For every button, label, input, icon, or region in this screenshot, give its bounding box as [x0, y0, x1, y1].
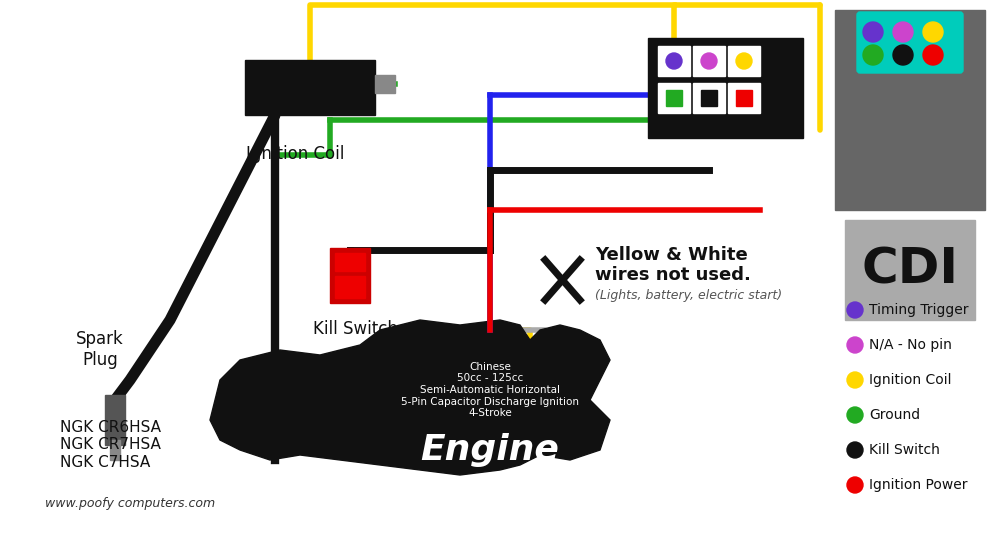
Text: Ground: Ground: [869, 408, 920, 422]
Bar: [701, 90, 717, 106]
Bar: [658, 83, 690, 113]
Bar: [245, 60, 375, 115]
Bar: [105, 395, 125, 445]
Text: Spark
Plug: Spark Plug: [76, 330, 124, 369]
Bar: [736, 90, 752, 106]
Text: Engine: Engine: [421, 433, 559, 467]
FancyBboxPatch shape: [857, 12, 963, 73]
Circle shape: [847, 337, 863, 353]
Bar: [330, 248, 370, 303]
Circle shape: [847, 442, 863, 458]
Circle shape: [847, 477, 863, 493]
Polygon shape: [210, 320, 610, 475]
Bar: [728, 83, 760, 113]
Circle shape: [847, 372, 863, 388]
Bar: [693, 46, 725, 76]
Text: Timing Trigger: Timing Trigger: [869, 303, 968, 317]
Bar: [648, 38, 803, 138]
Text: Kill Switch: Kill Switch: [869, 443, 940, 457]
Text: Kill Switch: Kill Switch: [313, 320, 397, 338]
Bar: [845, 220, 975, 320]
Bar: [693, 83, 725, 113]
Text: Ignition Coil: Ignition Coil: [246, 145, 344, 163]
Bar: [728, 46, 760, 76]
Text: www.poofy computers.com: www.poofy computers.com: [45, 497, 215, 510]
Circle shape: [701, 53, 717, 69]
Bar: [335, 253, 365, 271]
Text: Ignition Coil: Ignition Coil: [869, 373, 952, 387]
Bar: [835, 10, 985, 210]
Circle shape: [847, 302, 863, 318]
Text: NGK CR6HSA
NGK CR7HSA
NGK C7HSA: NGK CR6HSA NGK CR7HSA NGK C7HSA: [60, 420, 161, 470]
Circle shape: [923, 45, 943, 65]
Bar: [335, 276, 365, 298]
Text: Ignition Power: Ignition Power: [869, 478, 968, 492]
Circle shape: [863, 22, 883, 42]
Bar: [658, 46, 690, 76]
Bar: [375, 75, 395, 93]
Text: Yellow & White
wires not used.: Yellow & White wires not used.: [595, 246, 751, 285]
Bar: [110, 440, 120, 460]
Circle shape: [923, 22, 943, 42]
Circle shape: [893, 45, 913, 65]
Circle shape: [863, 45, 883, 65]
Text: CDI: CDI: [862, 246, 958, 294]
Text: Chinese
50cc - 125cc
Semi-Automatic Horizontal
5-Pin Capacitor Discharge Ignitio: Chinese 50cc - 125cc Semi-Automatic Hori…: [401, 362, 579, 418]
Text: (Lights, battery, electric start): (Lights, battery, electric start): [595, 288, 782, 302]
Circle shape: [736, 53, 752, 69]
Text: N/A - No pin: N/A - No pin: [869, 338, 952, 352]
Circle shape: [666, 53, 682, 69]
Bar: [666, 90, 682, 106]
Circle shape: [893, 22, 913, 42]
Circle shape: [847, 407, 863, 423]
